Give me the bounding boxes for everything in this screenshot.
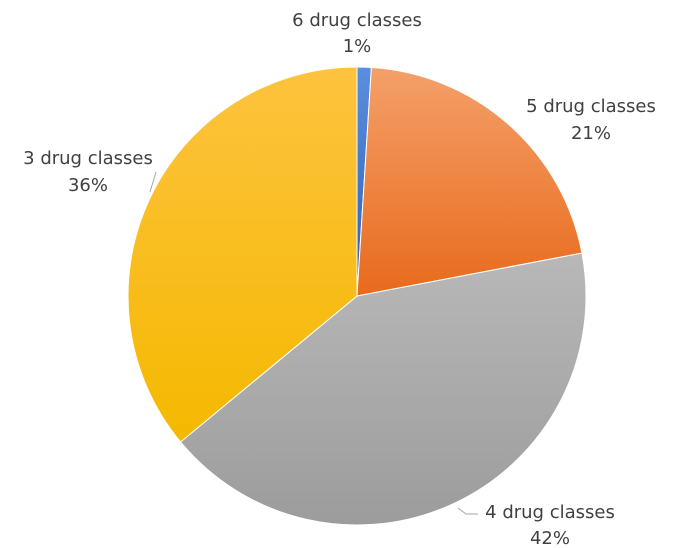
pie-slice-5-drug-classes [356, 66, 583, 297]
pie-slice-3-drug-classes [127, 66, 358, 443]
leader-line-4-drug-classes [457, 507, 478, 515]
label-5-drug-classes: 5 drug classes [526, 96, 656, 117]
leader-line-3-drug-classes [149, 171, 157, 193]
value-3-drug-classes: 36% [68, 175, 108, 196]
label-6-drug-classes: 6 drug classes [292, 10, 422, 31]
value-6-drug-classes: 1% [343, 36, 372, 57]
label-3-drug-classes: 3 drug classes [23, 148, 153, 169]
value-5-drug-classes: 21% [571, 123, 611, 144]
label-4-drug-classes: 4 drug classes [485, 502, 615, 523]
pie-slice-4-drug-classes [179, 252, 587, 526]
value-4-drug-classes: 42% [530, 528, 570, 548]
